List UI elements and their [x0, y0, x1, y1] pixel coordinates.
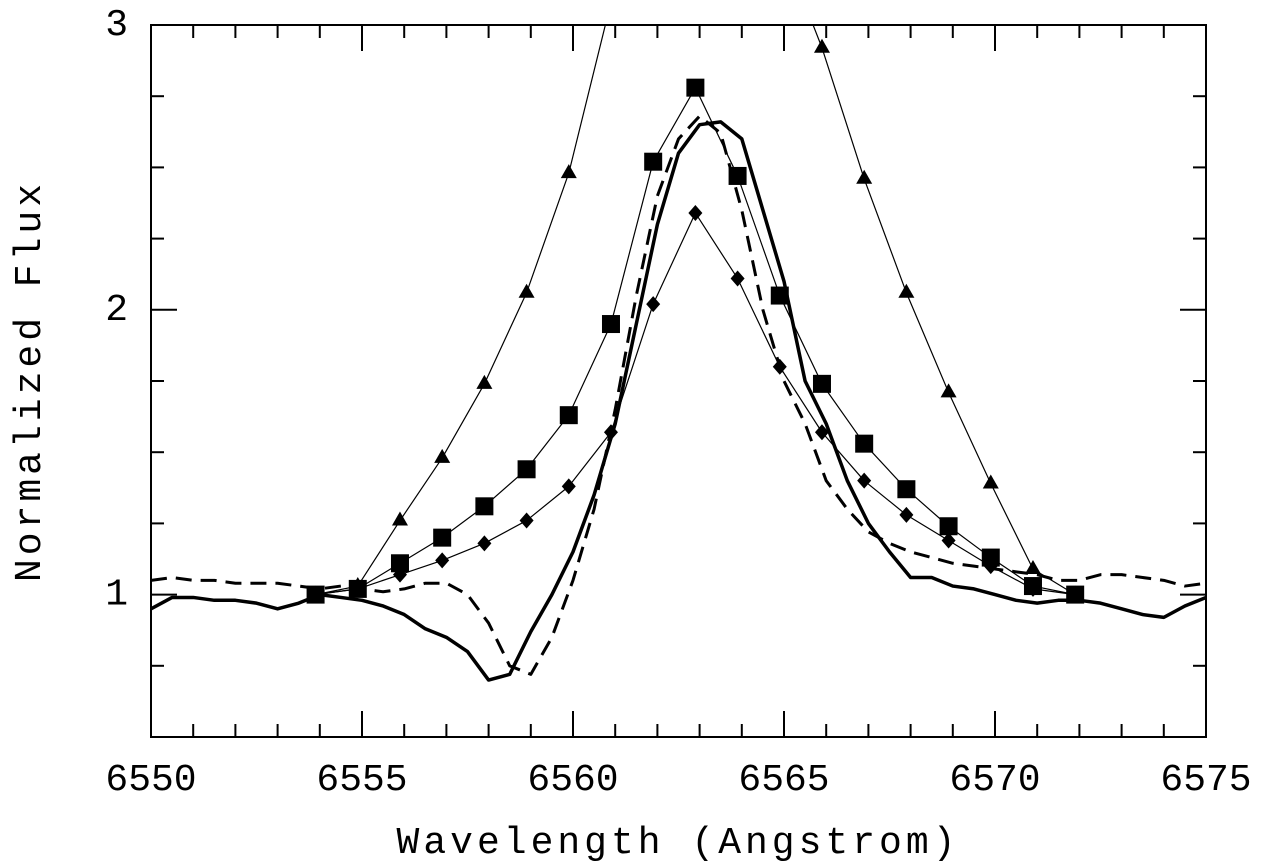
diamond-marker — [392, 566, 407, 583]
diamond-marker — [688, 204, 703, 221]
diamond-marker — [561, 478, 576, 495]
triangle-marker — [940, 383, 957, 398]
triangle-marker — [856, 169, 873, 184]
square-marker — [897, 480, 916, 499]
diamond-marker — [477, 535, 492, 552]
x-axis-label: Wavelength (Angstrom) — [397, 822, 960, 865]
diamond-marker — [899, 506, 914, 523]
x-tick-label: 6575 — [1160, 759, 1251, 802]
diamond-marker — [519, 512, 534, 529]
diamond-marker — [941, 532, 956, 549]
x-tick-label: 6560 — [527, 759, 618, 802]
square-marker — [981, 548, 1000, 567]
triangle-marker — [391, 511, 408, 526]
square-marker — [601, 315, 620, 334]
square-marker — [855, 434, 874, 453]
square-marker — [939, 517, 958, 536]
square-marker — [812, 374, 831, 393]
square-marker — [517, 460, 536, 479]
triangle-marker — [898, 283, 915, 298]
series-line — [315, 212, 1076, 596]
series-line — [315, 87, 1076, 596]
square-marker — [644, 152, 663, 171]
plot-area — [151, 0, 1206, 682]
series-line — [151, 120, 1206, 682]
triangle-marker — [476, 374, 493, 389]
square-marker — [728, 166, 747, 185]
triangle-marker — [1024, 559, 1041, 574]
y-tick-label: 1 — [105, 574, 128, 617]
triangle-marker — [982, 474, 999, 489]
diamond-marker — [646, 296, 661, 313]
x-tick-label: 6550 — [105, 759, 196, 802]
triangle-marker — [518, 283, 535, 298]
diamond-marker — [1025, 580, 1040, 597]
square-marker — [559, 406, 578, 425]
x-tick-label: 6565 — [738, 759, 829, 802]
diamond-marker — [857, 472, 872, 489]
triangle-marker — [560, 164, 577, 179]
triangle-marker — [434, 448, 451, 463]
y-axis-label: Normalized Flux — [9, 180, 52, 582]
diamond-marker — [730, 270, 745, 287]
square-marker — [433, 528, 452, 547]
y-tick-label: 2 — [105, 289, 128, 332]
x-tick-label: 6555 — [316, 759, 407, 802]
diamond-marker — [435, 552, 450, 569]
plot-frame — [150, 24, 1207, 738]
diamond-marker — [814, 424, 829, 441]
series-line — [151, 114, 1206, 676]
triangle-marker — [603, 0, 619, 7]
square-marker — [686, 78, 705, 97]
triangle-marker — [813, 38, 830, 53]
square-marker — [390, 554, 409, 573]
square-marker — [475, 497, 494, 516]
y-tick-label: 3 — [105, 4, 128, 47]
x-tick-label: 6570 — [949, 759, 1040, 802]
